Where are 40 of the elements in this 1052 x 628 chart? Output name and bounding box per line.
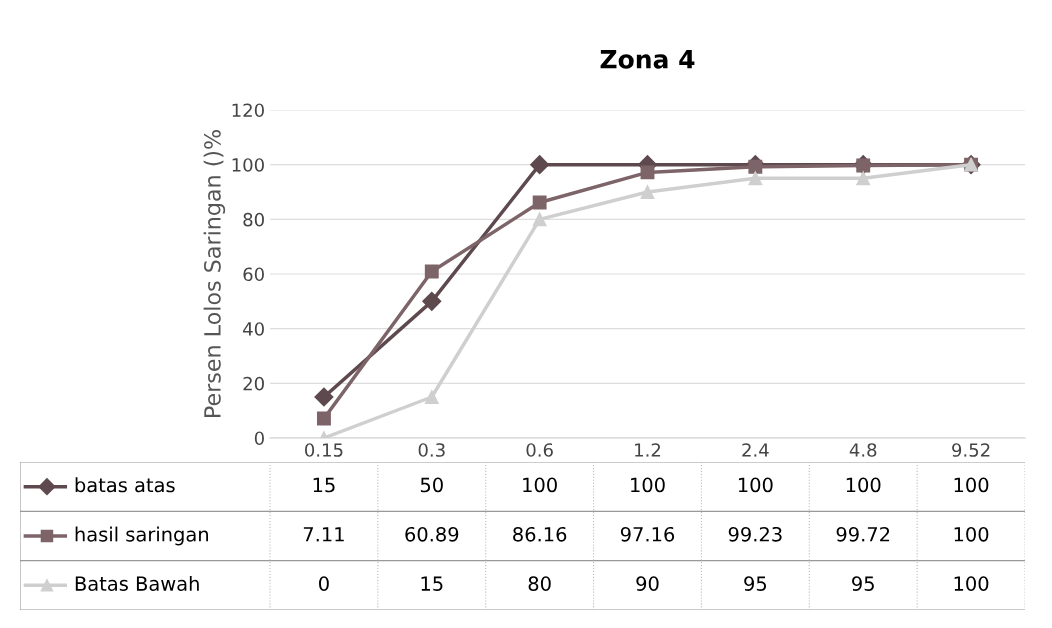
legend-label: Batas Bawah [75, 575, 199, 591]
data-label: 86.16 [513, 526, 567, 542]
x-tick-label: 1.2 [635, 443, 661, 457]
data-label: 100 [954, 526, 989, 542]
y-axis-title: Persen Lolos Saringan ()% [203, 130, 226, 417]
data-label: 95 [852, 576, 874, 591]
data-label: 60.89 [405, 526, 459, 542]
data-label: 100 [954, 576, 989, 591]
x-tick-label: 2.4 [742, 443, 769, 457]
data-label: 15 [313, 477, 335, 493]
chart-title: Zona 4 [600, 50, 695, 69]
data-label: 95 [744, 576, 767, 591]
data-label: 97.16 [620, 526, 675, 542]
data-label: 15 [421, 576, 443, 591]
y-tick-label: 100 [232, 158, 264, 172]
data-label: 100 [954, 477, 989, 493]
data-label: 80 [528, 576, 551, 591]
data-label: 90 [636, 576, 659, 591]
y-tick-label: 80 [243, 212, 264, 227]
x-tick-label: 0.6 [526, 443, 553, 457]
data-label: 99.72 [836, 526, 890, 542]
x-tick-label: 0.15 [305, 443, 343, 457]
y-tick-label: 0 [254, 431, 264, 446]
y-tick-label: 60 [243, 267, 264, 282]
x-tick-label: 0.3 [418, 443, 445, 457]
legend-label: batas atas [75, 477, 175, 493]
data-label: 100 [523, 477, 557, 493]
data-label: 0 [319, 576, 329, 591]
y-tick-label: 40 [243, 322, 264, 336]
x-tick-label: 9.52 [952, 443, 990, 457]
legend-label: hasil saringan [75, 526, 208, 546]
data-label: 7.11 [303, 527, 344, 542]
data-label: 100 [631, 477, 665, 493]
data-label: 99.23 [728, 526, 782, 542]
y-tick-label: 20 [243, 376, 264, 391]
x-tick-label: 4.8 [849, 443, 877, 457]
data-label: 100 [738, 477, 773, 493]
data-label: 50 [420, 477, 443, 493]
y-tick-label: 120 [232, 103, 264, 118]
data-label: 100 [846, 477, 881, 493]
